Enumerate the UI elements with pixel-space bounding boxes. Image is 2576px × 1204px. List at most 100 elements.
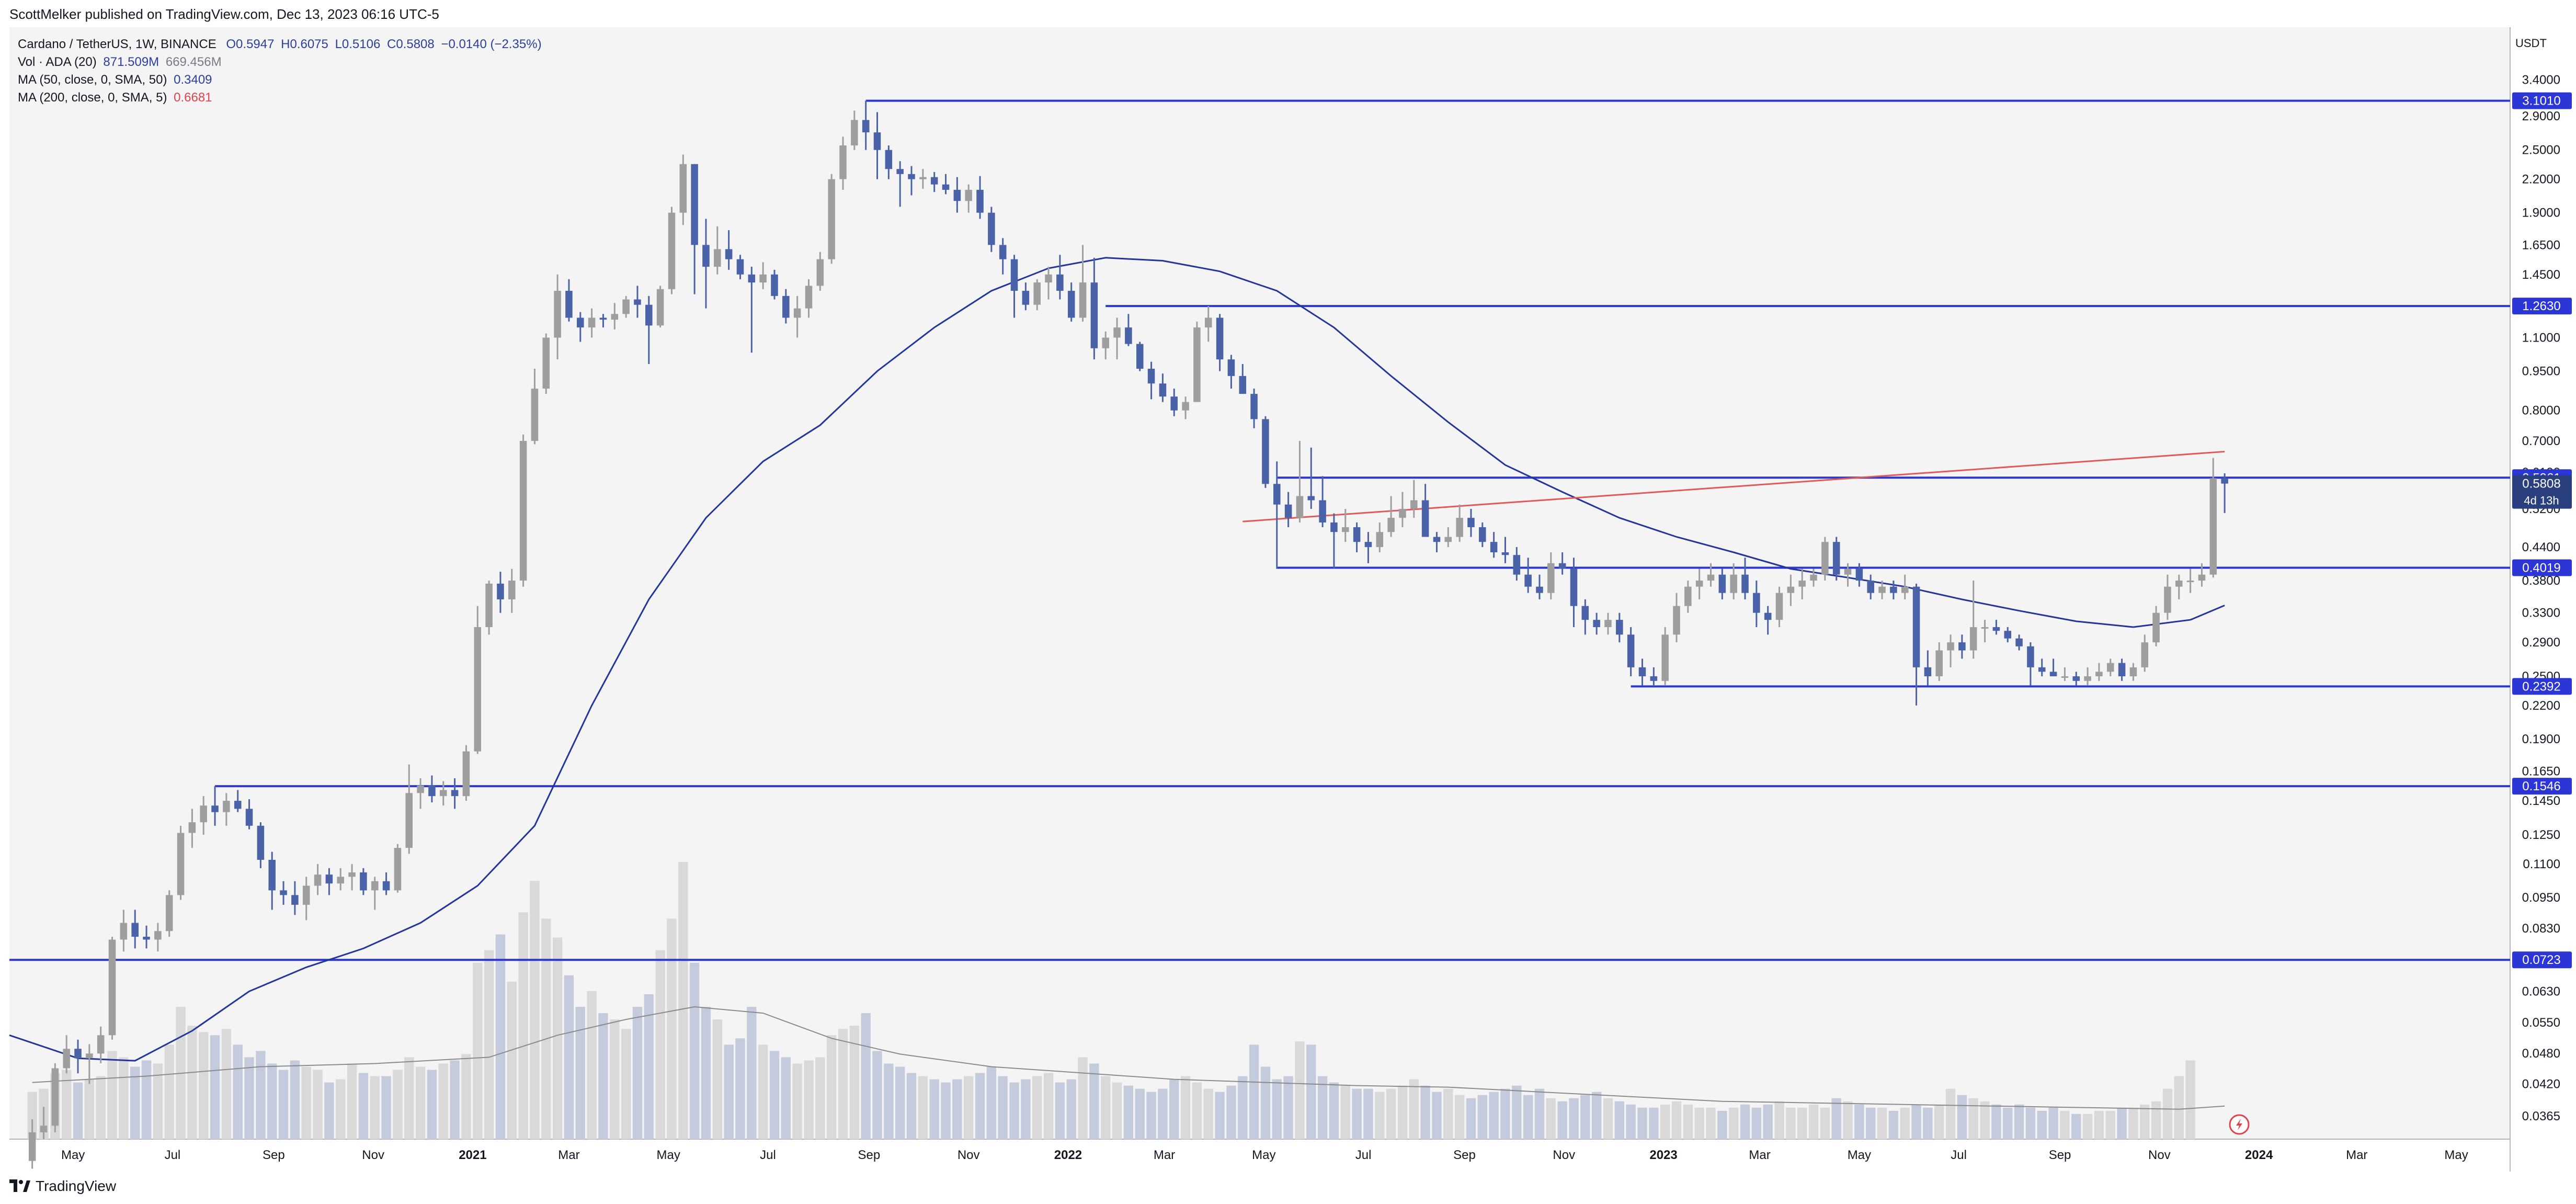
volume-bar xyxy=(187,1026,197,1139)
price-tick-label: 0.0365 xyxy=(2522,1109,2560,1123)
volume-bar xyxy=(1854,1104,1864,1139)
volume-bar xyxy=(1306,1044,1316,1139)
candle-body xyxy=(2084,676,2091,681)
volume-bar xyxy=(381,1076,391,1139)
candle-body xyxy=(211,805,219,812)
candle-body xyxy=(1958,642,1966,651)
legend-open: O0.5947 xyxy=(226,37,275,51)
candle-body xyxy=(1147,369,1155,384)
candle-body xyxy=(154,931,162,940)
time-tick-label: Jul xyxy=(760,1148,776,1162)
volume-bar xyxy=(758,1044,768,1139)
time-tick-label: 2021 xyxy=(459,1148,486,1162)
legend-ma50-label[interactable]: MA (50, close, 0, SMA, 50) xyxy=(18,73,167,87)
time-tick-label: Mar xyxy=(1154,1148,1175,1162)
top-bar: ScottMelker published on TradingView.com… xyxy=(0,0,2576,26)
volume-bar xyxy=(1180,1076,1191,1139)
moving-average-layer xyxy=(9,257,2225,1062)
time-tick-label: Sep xyxy=(1453,1148,1476,1162)
volume-bar xyxy=(2185,1060,2195,1139)
volume-bar xyxy=(1386,1088,1396,1139)
volume-bar xyxy=(1226,1085,1236,1139)
volume-bar xyxy=(96,1076,106,1139)
candle-body xyxy=(896,169,904,174)
legend-symbol[interactable]: Cardano / TetherUS, 1W, BINANCE xyxy=(18,37,216,51)
time-tick-label: Mar xyxy=(558,1148,579,1162)
volume-bar xyxy=(1523,1095,1533,1139)
lightning-icon[interactable] xyxy=(2229,1114,2250,1135)
candle-body xyxy=(1650,676,1658,681)
footer-brand[interactable]: TradingView xyxy=(9,1176,116,1197)
price-badges-layer: 3.10101.26300.59610.40190.23920.15460.07… xyxy=(2512,92,2572,969)
candle-body xyxy=(611,314,619,320)
volume-bar xyxy=(792,1063,802,1139)
candle-body xyxy=(1421,500,1429,537)
volume-bar xyxy=(2174,1076,2184,1139)
volume-bar xyxy=(1706,1107,1716,1139)
price-axis-unit[interactable]: USDT xyxy=(2515,37,2547,50)
candle-body xyxy=(668,212,676,289)
volume-bar xyxy=(1671,1101,1682,1139)
price-tick-label: 0.2900 xyxy=(2522,635,2560,650)
candle-body xyxy=(188,822,196,833)
volume-bar xyxy=(1957,1095,1967,1139)
candle-body xyxy=(748,274,756,283)
candle-body xyxy=(371,881,379,891)
volume-bar xyxy=(2037,1110,2047,1139)
candle-body xyxy=(1136,344,1144,369)
volume-bar xyxy=(1740,1104,1750,1139)
volume-bar xyxy=(564,975,574,1139)
candle-body xyxy=(577,317,584,328)
legend-volume-row[interactable]: Vol · ADA (20) 871.509M 669.456M xyxy=(18,53,542,71)
volume-bar xyxy=(1512,1085,1522,1139)
volume-bar xyxy=(587,991,597,1139)
time-tick-label: 2023 xyxy=(1649,1148,1677,1162)
price-tick-label: 1.1000 xyxy=(2522,331,2560,345)
volume-bar xyxy=(895,1066,905,1139)
candle-body xyxy=(2038,667,2046,672)
volume-bar xyxy=(598,1013,608,1139)
legend-volume-label[interactable]: Vol · ADA (20) xyxy=(18,55,97,69)
volume-bar xyxy=(1432,1092,1442,1139)
volume-bar xyxy=(1923,1107,1933,1139)
candle-body xyxy=(1227,359,1235,376)
candle-body xyxy=(1125,327,1132,344)
volume-bar xyxy=(1991,1104,2001,1139)
candle-body xyxy=(930,177,938,185)
legend-ma200-label[interactable]: MA (200, close, 0, SMA, 5) xyxy=(18,90,167,105)
volume-bar xyxy=(541,918,551,1139)
candle-body xyxy=(988,212,995,245)
price-tick-label: 2.5000 xyxy=(2522,143,2560,157)
volume-bar xyxy=(1580,1095,1590,1139)
price-axis[interactable]: 3.4000 2.9000 2.5000 2.2000 1.9000 1.6500 1.45… xyxy=(2522,73,2560,1123)
legend-ma50-row[interactable]: MA (50, close, 0, SMA, 50) 0.3409 xyxy=(18,71,542,89)
time-axis[interactable]: May Jul Sep Nov 2021 Mar May Jul Sep Nov 2022 Mar Ma… xyxy=(61,1148,2468,1162)
candle-body xyxy=(1250,394,1258,419)
volume-bar xyxy=(393,1070,403,1139)
publisher-line: ScottMelker published on TradingView.com… xyxy=(9,6,439,22)
volume-bar xyxy=(404,1057,414,1139)
volume-bar xyxy=(1340,1085,1350,1139)
last-price-badge xyxy=(2512,475,2572,509)
candle-body xyxy=(2095,672,2103,677)
legend-symbol-row[interactable]: Cardano / TetherUS, 1W, BINANCE O0.5947 … xyxy=(18,36,542,53)
candle-body xyxy=(2072,676,2080,681)
volume-bar xyxy=(781,1057,791,1139)
volume-bar xyxy=(1443,1088,1453,1139)
volume-bar xyxy=(2003,1107,2013,1139)
candle-body xyxy=(1353,527,1361,542)
volume-bar xyxy=(324,1082,334,1139)
candle-body xyxy=(1513,555,1521,575)
candle-body xyxy=(462,751,470,797)
candle-body xyxy=(1159,383,1167,397)
candle-body xyxy=(725,249,733,259)
price-tick-label: 0.0950 xyxy=(2522,891,2560,905)
volume-bar xyxy=(358,1073,369,1139)
volume-bar xyxy=(1192,1082,1202,1139)
legend-ma200-row[interactable]: MA (200, close, 0, SMA, 5) 0.6681 xyxy=(18,89,542,107)
time-tick-label: Sep xyxy=(858,1148,881,1162)
volume-bar xyxy=(678,862,688,1139)
candle-body xyxy=(1684,586,1692,606)
volume-bar xyxy=(1409,1079,1419,1139)
